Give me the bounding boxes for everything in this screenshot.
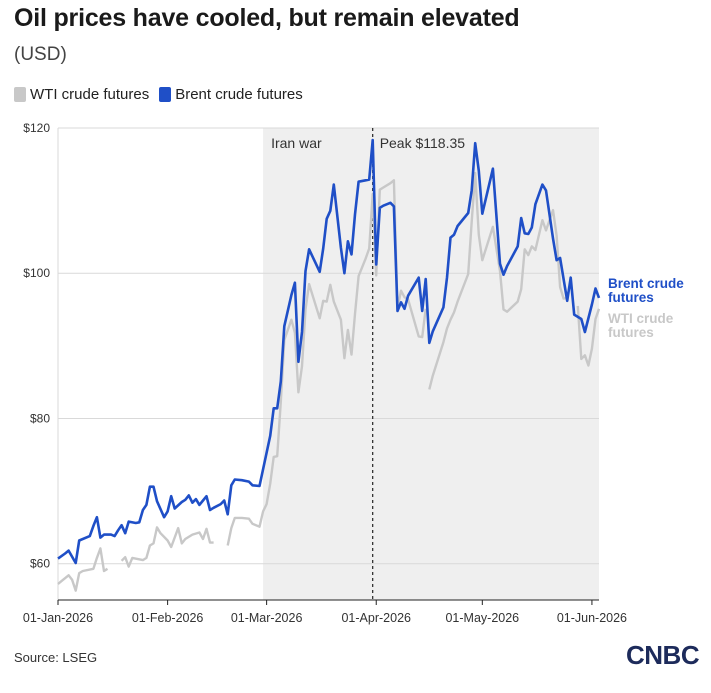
source-note: Source: LSEG	[14, 650, 98, 665]
x-tick-label: 01-May-2026	[445, 611, 519, 625]
y-tick-label: $80	[30, 411, 50, 425]
y-tick-label: $120	[23, 121, 50, 135]
legend-item-wti: WTI crude futures	[14, 86, 149, 103]
x-tick-label: 01-Apr-2026	[341, 611, 411, 625]
legend: WTI crude futures Brent crude futures	[14, 86, 313, 103]
y-tick-label: $60	[30, 557, 50, 571]
series-line-brent	[57, 138, 601, 565]
series-end-label: WTI crude	[608, 311, 674, 326]
shaded-region-label: Iran war	[271, 135, 322, 151]
legend-label-wti: WTI crude futures	[30, 86, 150, 103]
x-tick-label: 01-Mar-2026	[231, 611, 303, 625]
legend-swatch-wti	[14, 87, 26, 102]
x-tick-label: 01-Feb-2026	[132, 611, 204, 625]
series-end-label: futures	[608, 325, 654, 340]
x-tick-label: 01-Jan-2026	[23, 611, 93, 625]
chart-title: Oil prices have cooled, but remain eleva…	[14, 4, 520, 32]
series-line-wti	[57, 171, 601, 592]
legend-item-brent: Brent crude futures	[159, 86, 303, 103]
series-end-label: Brent crude	[608, 276, 684, 291]
y-tick-label: $100	[23, 266, 50, 280]
chart-subtitle: (USD)	[14, 44, 67, 65]
cnbc-logo: CNBC	[626, 640, 700, 670]
peak-annotation-label: Peak $118.35	[380, 135, 466, 151]
x-tick-label: 01-Jun-2026	[557, 611, 627, 625]
legend-label-brent: Brent crude futures	[175, 86, 303, 103]
legend-swatch-brent	[159, 87, 172, 102]
shaded-region-iran-war	[263, 128, 599, 600]
series-end-label: futures	[608, 290, 654, 305]
